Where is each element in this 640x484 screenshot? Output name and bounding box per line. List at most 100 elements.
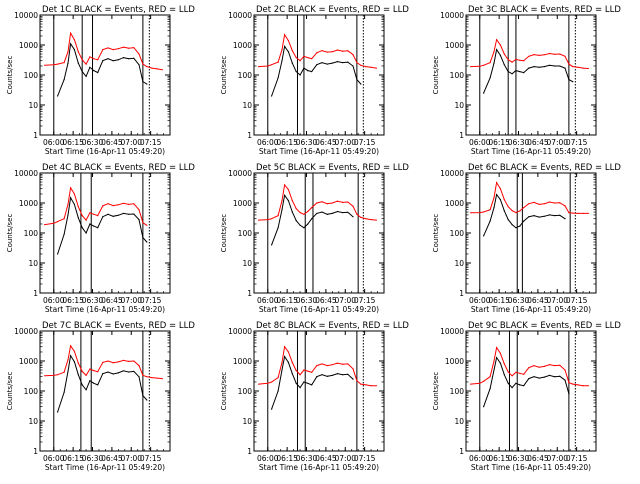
- data-point: [559, 214, 561, 216]
- data-point: [81, 370, 83, 372]
- data-point: [138, 365, 140, 367]
- data-point: [528, 367, 530, 369]
- data-point: [133, 57, 135, 59]
- series-line-events: [483, 193, 566, 237]
- data-point: [161, 378, 163, 380]
- data-point: [77, 374, 79, 376]
- data-point: [73, 350, 75, 352]
- data-point: [85, 232, 87, 234]
- series-line-lld: [44, 344, 163, 380]
- data-point: [89, 380, 91, 382]
- data-point: [93, 382, 95, 384]
- data-point: [538, 66, 540, 68]
- y-tick-label: 10000: [14, 327, 38, 336]
- data-point: [97, 72, 99, 74]
- x-tick-label: 06:00: [257, 138, 279, 147]
- data-point: [67, 203, 69, 205]
- data-point: [299, 212, 301, 214]
- x-tick-label: 07:00: [334, 296, 356, 305]
- data-point: [316, 376, 318, 378]
- data-point: [307, 382, 309, 384]
- data-point: [291, 211, 293, 213]
- data-point: [128, 58, 130, 60]
- data-point: [122, 359, 125, 361]
- x-axis-label: Start Time (16-Apr-11 05:49:20): [45, 463, 165, 472]
- data-point: [299, 224, 301, 226]
- plot-frame: [253, 172, 385, 294]
- data-point: [70, 197, 72, 199]
- data-point: [499, 199, 501, 201]
- data-point: [336, 210, 339, 213]
- data-point: [496, 357, 498, 359]
- data-point: [93, 225, 95, 227]
- data-point: [128, 203, 130, 205]
- data-point: [342, 363, 344, 365]
- data-point: [370, 66, 372, 68]
- y-tick-label: 1: [459, 131, 464, 140]
- data-point: [93, 70, 95, 72]
- data-point: [258, 219, 260, 221]
- data-point: [73, 203, 75, 205]
- x-tick-label: 06:45: [101, 138, 123, 147]
- data-point: [342, 374, 344, 376]
- series-line-lld: [44, 31, 163, 71]
- data-point: [479, 212, 481, 214]
- data-point: [271, 244, 273, 246]
- series-line-events: [483, 48, 574, 94]
- data-point: [284, 184, 286, 186]
- data-point: [564, 205, 566, 207]
- data-point: [342, 50, 344, 52]
- x-tick-label: 06:00: [43, 296, 65, 305]
- x-tick-label: 07:00: [334, 454, 356, 463]
- x-tick-label: 06:00: [469, 138, 491, 147]
- data-point: [511, 61, 513, 63]
- x-tick-label: 06:45: [527, 454, 549, 463]
- y-tick-label: 1: [33, 131, 38, 140]
- data-point: [507, 59, 509, 61]
- data-point: [321, 211, 323, 213]
- data-point: [156, 68, 158, 70]
- panel-title: Det 9C BLACK = Events, RED = LLD: [468, 321, 621, 331]
- data-point: [284, 356, 286, 358]
- data-point: [112, 373, 114, 375]
- y-tick-label: 10: [454, 101, 464, 110]
- data-point: [142, 395, 144, 397]
- data-point: [102, 205, 104, 207]
- data-point: [161, 69, 163, 71]
- data-point: [73, 361, 75, 363]
- data-point: [77, 217, 79, 219]
- x-tick-label: 07:15: [140, 138, 162, 147]
- series-line-lld: [258, 345, 377, 387]
- data-point: [97, 59, 99, 61]
- data-point: [112, 215, 114, 217]
- data-point: [81, 59, 83, 61]
- data-point: [97, 371, 99, 373]
- data-point: [538, 54, 540, 57]
- y-tick-label: 1: [247, 131, 252, 140]
- panel-title: Det 2C BLACK = Events, RED = LLD: [256, 5, 409, 15]
- y-tick-label: 1000: [445, 199, 464, 208]
- x-tick-label: 07:15: [140, 296, 162, 305]
- data-point: [122, 46, 125, 48]
- y-tick-label: 10: [28, 101, 38, 110]
- y-tick-label: 1000: [233, 199, 252, 208]
- data-point: [519, 210, 521, 212]
- data-point: [587, 212, 589, 214]
- data-point: [122, 370, 125, 372]
- panel-title: Det 3C BLACK = Events, RED = LLD: [468, 5, 621, 15]
- y-tick-label: 10000: [440, 11, 464, 20]
- data-point: [303, 227, 305, 229]
- data-point: [559, 65, 561, 67]
- plot-frame: [39, 330, 171, 452]
- data-point: [128, 371, 130, 373]
- data-point: [559, 202, 561, 204]
- data-point: [483, 380, 485, 382]
- data-point: [479, 382, 481, 384]
- data-point: [554, 376, 556, 378]
- y-tick-label: 100: [24, 387, 39, 396]
- data-point: [489, 388, 491, 390]
- data-point: [321, 201, 323, 203]
- data-point: [81, 71, 83, 73]
- data-point: [523, 72, 525, 74]
